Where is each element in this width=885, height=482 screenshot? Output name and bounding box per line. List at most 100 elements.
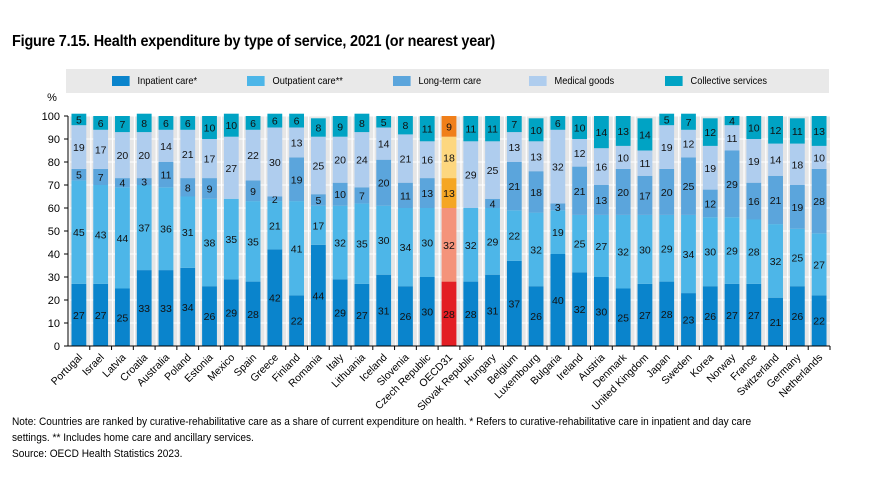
data-label: 32: [617, 247, 629, 259]
data-label: 7: [98, 172, 104, 184]
legend-item-inpatient: Inpatient care*: [112, 75, 197, 87]
data-label: 26: [791, 311, 803, 323]
data-label: 19: [661, 142, 673, 154]
bar-separator: [634, 116, 636, 346]
y-tick-label: 90: [48, 134, 60, 146]
data-label: 22: [813, 316, 825, 328]
data-label: 18: [443, 152, 455, 164]
data-label: 12: [704, 198, 716, 210]
data-label: 5: [76, 114, 82, 126]
data-label: 33: [160, 303, 172, 315]
data-label: 20: [117, 150, 129, 162]
bar-segment: [354, 132, 370, 188]
bar-segment: [811, 233, 827, 296]
bar-segment: [289, 295, 305, 346]
legend: Inpatient care* Outpatient care** Long-t…: [66, 69, 829, 93]
y-tick-label: 40: [48, 249, 60, 261]
bar-separator: [438, 116, 440, 346]
data-label: 4: [729, 116, 735, 128]
bar-separator: [678, 116, 680, 346]
bar-segment: [746, 283, 762, 346]
data-label: 3: [555, 202, 561, 214]
data-label: 23: [683, 315, 695, 327]
bar-segment: [158, 187, 174, 271]
data-label: 42: [269, 293, 281, 305]
data-label: 16: [421, 155, 433, 167]
bar-segment: [115, 116, 130, 133]
bar-segment: [376, 116, 392, 128]
data-label: 20: [138, 150, 150, 162]
bar-segment: [267, 249, 283, 346]
bar-segment: [637, 175, 653, 215]
legend-swatch-medical-goods: [529, 76, 547, 86]
chart-title: Figure 7.15. Health expenditure by type …: [12, 33, 495, 50]
bar-segment: [310, 244, 326, 346]
bar-separator: [721, 116, 723, 346]
bar-segment: [702, 286, 718, 346]
bar-segment: [245, 129, 261, 181]
bar-segment: [332, 205, 348, 280]
bar-segment: [659, 168, 675, 215]
data-label: 7: [359, 190, 365, 202]
data-label: 37: [508, 298, 520, 310]
note-line-1: Note: Countries are ranked by curative-r…: [12, 416, 752, 428]
data-label: 6: [555, 118, 561, 130]
bar-segment: [702, 217, 718, 287]
data-label: 19: [748, 156, 760, 168]
bar-segment: [419, 141, 435, 179]
bar-separator: [656, 116, 658, 346]
data-label: 14: [596, 127, 608, 139]
bar-separator: [765, 116, 767, 346]
bar-segment: [768, 116, 783, 144]
data-label: 32: [574, 304, 586, 316]
bar-segment: [593, 214, 609, 277]
data-label: 35: [356, 239, 368, 251]
data-label: 5: [76, 170, 82, 182]
bar-segment: [180, 178, 196, 197]
data-label: 17: [313, 220, 325, 232]
bar-segment: [506, 210, 522, 261]
data-label: 44: [117, 233, 129, 245]
bar-segment: [136, 113, 152, 133]
bar-segment: [768, 297, 783, 346]
data-label: 13: [443, 188, 455, 200]
data-label: 31: [487, 305, 499, 317]
bar-segment: [724, 283, 740, 346]
bar-segment: [681, 157, 696, 215]
data-label: 30: [596, 307, 608, 319]
bar-segment: [441, 178, 457, 208]
stacked-bar-chart: 0102030405060708090100%27455195Portugal2…: [42, 92, 831, 410]
data-label: 40: [552, 295, 564, 307]
bar-segment: [528, 171, 544, 213]
bar-segment: [746, 139, 762, 183]
bar-segment: [71, 283, 87, 346]
data-label: 13: [508, 142, 520, 154]
bar-separator: [329, 116, 331, 346]
data-label: 34: [683, 249, 695, 261]
bar-segment: [223, 198, 239, 280]
bar-segment: [354, 203, 370, 284]
bar-segment: [376, 205, 392, 275]
bar-segment: [223, 113, 239, 137]
bar-segment: [746, 116, 762, 139]
bar-separator: [177, 116, 179, 346]
bar-segment: [180, 129, 196, 179]
bar-segment: [354, 283, 370, 346]
bar-segment: [158, 270, 174, 346]
y-axis-label: %: [47, 92, 57, 104]
bar-segment: [550, 210, 566, 254]
bar-segment: [354, 187, 370, 204]
data-label: 30: [269, 157, 281, 169]
data-label: 29: [726, 246, 738, 258]
bar-separator: [460, 116, 462, 346]
bar-segment: [136, 185, 152, 271]
bar-segment: [136, 132, 152, 179]
bar-segment: [659, 125, 675, 169]
data-label: 20: [334, 155, 346, 167]
bar-separator: [220, 116, 223, 346]
bar-segment: [289, 157, 305, 202]
bar-segment: [136, 178, 152, 185]
bar-segment: [485, 198, 500, 208]
bar-separator: [525, 116, 527, 346]
data-label: 30: [421, 307, 433, 319]
